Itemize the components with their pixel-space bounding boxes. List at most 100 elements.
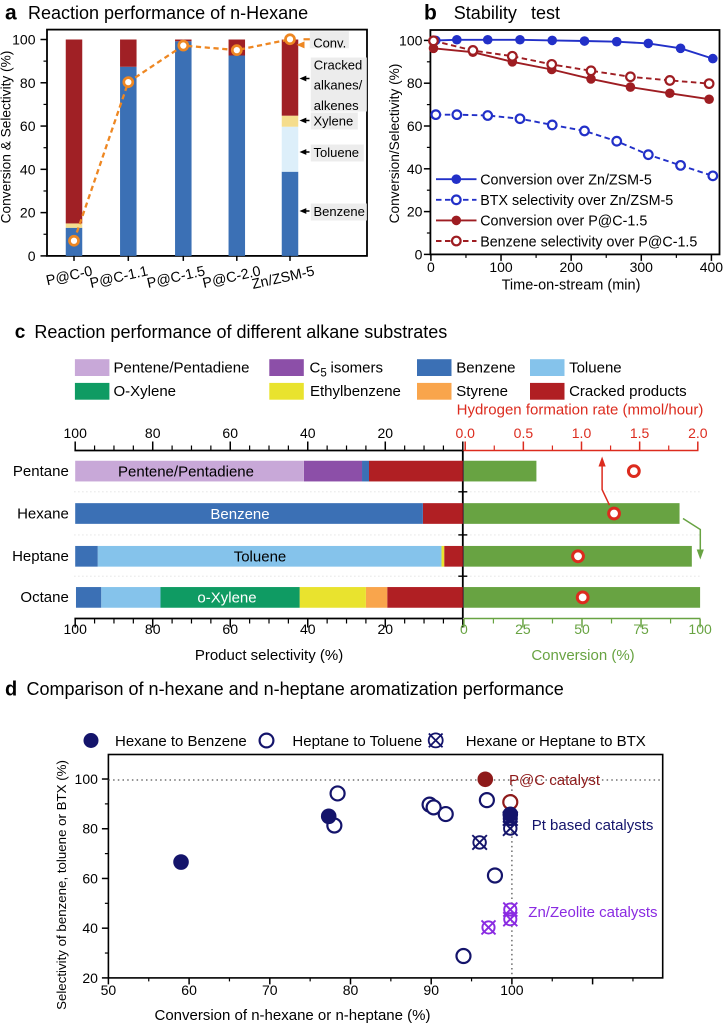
svg-text:75: 75 <box>633 621 649 637</box>
svg-text:Reaction performance of n-Hexa: Reaction performance of n-Hexane <box>28 3 308 23</box>
svg-text:50: 50 <box>101 982 117 998</box>
svg-text:2.0: 2.0 <box>688 425 708 441</box>
svg-text:400: 400 <box>700 259 724 275</box>
svg-text:Zn/Zeolite catalysts: Zn/Zeolite catalysts <box>528 904 657 921</box>
svg-text:O-Xylene: O-Xylene <box>114 383 177 400</box>
svg-text:80: 80 <box>407 75 423 91</box>
svg-text:0: 0 <box>427 259 435 275</box>
svg-text:Conversion over Zn/ZSM-5: Conversion over Zn/ZSM-5 <box>480 173 652 189</box>
svg-text:100: 100 <box>12 32 36 48</box>
svg-text:Product selectivity (%): Product selectivity (%) <box>195 647 343 664</box>
svg-text:Conversion of n-hexane or n-he: Conversion of n-hexane or n-heptane (%) <box>155 1007 431 1024</box>
svg-text:40: 40 <box>300 425 316 441</box>
svg-text:test: test <box>531 3 560 23</box>
svg-text:Conversion (%): Conversion (%) <box>531 647 634 664</box>
svg-text:60: 60 <box>407 118 423 134</box>
svg-text:BTX selectivity over Zn/ZSM-5: BTX selectivity over Zn/ZSM-5 <box>480 193 673 209</box>
svg-text:80: 80 <box>145 425 161 441</box>
svg-text:60: 60 <box>181 982 197 998</box>
svg-text:80: 80 <box>343 982 359 998</box>
svg-text:Hexane: Hexane <box>17 505 69 522</box>
svg-text:Octane: Octane <box>20 589 68 606</box>
svg-text:40: 40 <box>300 621 316 637</box>
svg-text:d: d <box>5 679 17 701</box>
svg-text:0.0: 0.0 <box>455 425 475 441</box>
svg-text:Cracked: Cracked <box>314 58 362 73</box>
svg-text:Benzene: Benzene <box>456 359 515 376</box>
svg-text:5: 5 <box>320 367 326 379</box>
svg-text:Conversion/Selectivity (%): Conversion/Selectivity (%) <box>387 64 402 224</box>
svg-text:Ethylbenzene: Ethylbenzene <box>310 383 401 400</box>
svg-text:Pentene/Pentadiene: Pentene/Pentadiene <box>114 359 250 376</box>
svg-text:40: 40 <box>20 161 36 177</box>
svg-text:Hydrogen formation rate (mmol/: Hydrogen formation rate (mmol/hour) <box>457 402 704 419</box>
svg-text:0: 0 <box>460 621 468 637</box>
svg-text:Benzene selectivity over P@C-1: Benzene selectivity over P@C-1.5 <box>480 234 697 250</box>
svg-text:90: 90 <box>423 982 439 998</box>
svg-text:80: 80 <box>82 821 98 837</box>
svg-text:20: 20 <box>82 970 98 986</box>
svg-text:Pentane: Pentane <box>13 463 69 480</box>
svg-text:80: 80 <box>145 621 161 637</box>
svg-text:100: 100 <box>489 259 513 275</box>
svg-text:Selectivity of benzene, toluen: Selectivity of benzene, toluene or BTX (… <box>54 760 69 1010</box>
svg-text:isomers: isomers <box>331 359 384 376</box>
svg-text:1.5: 1.5 <box>630 425 650 441</box>
svg-text:60: 60 <box>222 621 238 637</box>
svg-text:200: 200 <box>560 259 584 275</box>
svg-text:0.5: 0.5 <box>514 425 534 441</box>
svg-text:Stability: Stability <box>454 3 517 23</box>
svg-text:Heptane: Heptane <box>12 548 69 565</box>
svg-text:b: b <box>424 2 437 25</box>
svg-text:Styrene: Styrene <box>456 383 508 400</box>
svg-text:60: 60 <box>20 118 36 134</box>
svg-text:50: 50 <box>574 621 590 637</box>
svg-text:Comparison of n-hexane and n-h: Comparison of n-hexane and n-heptane aro… <box>27 679 564 699</box>
svg-text:Conversion & Selectivity (%): Conversion & Selectivity (%) <box>0 51 14 224</box>
svg-text:c: c <box>15 322 26 343</box>
svg-text:100: 100 <box>64 621 88 637</box>
svg-text:Pt based catalysts: Pt based catalysts <box>532 817 654 834</box>
svg-text:100: 100 <box>688 621 712 637</box>
svg-text:Hexane or Heptane to BTX: Hexane or Heptane to BTX <box>466 733 646 750</box>
svg-text:Xylene: Xylene <box>314 114 354 129</box>
svg-text:Toluene: Toluene <box>314 145 360 160</box>
svg-text:40: 40 <box>407 161 423 177</box>
svg-text:P@C catalyst: P@C catalyst <box>509 772 601 789</box>
svg-text:alkanes/: alkanes/ <box>314 78 363 93</box>
svg-text:a: a <box>5 2 17 25</box>
svg-text:20: 20 <box>378 425 394 441</box>
svg-text:Conv.: Conv. <box>313 35 346 50</box>
svg-text:C: C <box>310 359 321 376</box>
svg-text:Benzene: Benzene <box>210 506 269 523</box>
svg-text:Hexane to Benzene: Hexane to Benzene <box>115 733 247 750</box>
svg-text:alkenes: alkenes <box>314 98 359 113</box>
svg-text:Toluene: Toluene <box>234 549 287 566</box>
svg-text:o-Xylene: o-Xylene <box>197 590 256 607</box>
svg-text:Benzene: Benzene <box>314 204 365 219</box>
svg-text:Conversion over P@C-1.5: Conversion over P@C-1.5 <box>480 214 647 230</box>
svg-text:70: 70 <box>262 982 278 998</box>
svg-text:25: 25 <box>515 621 531 637</box>
svg-text:100: 100 <box>75 771 99 787</box>
svg-text:20: 20 <box>378 621 394 637</box>
svg-text:0: 0 <box>415 246 423 262</box>
svg-text:100: 100 <box>399 32 423 48</box>
svg-text:60: 60 <box>222 425 238 441</box>
svg-text:0: 0 <box>28 248 36 264</box>
svg-text:80: 80 <box>20 75 36 91</box>
svg-text:300: 300 <box>630 259 654 275</box>
svg-text:Pentene/Pentadiene: Pentene/Pentadiene <box>118 463 254 480</box>
svg-text:1.0: 1.0 <box>572 425 592 441</box>
svg-text:60: 60 <box>82 871 98 887</box>
svg-text:20: 20 <box>20 205 36 221</box>
svg-text:100: 100 <box>64 425 88 441</box>
svg-text:Toluene: Toluene <box>569 359 622 376</box>
svg-text:40: 40 <box>82 920 98 936</box>
svg-text:Time-on-stream (min): Time-on-stream (min) <box>502 278 641 294</box>
svg-text:Heptane to Toluene: Heptane to Toluene <box>292 733 422 750</box>
svg-text:Reaction performance of differ: Reaction performance of different alkane… <box>34 322 447 342</box>
svg-text:100: 100 <box>500 982 524 998</box>
svg-text:20: 20 <box>407 204 423 220</box>
svg-text:Cracked products: Cracked products <box>569 383 687 400</box>
